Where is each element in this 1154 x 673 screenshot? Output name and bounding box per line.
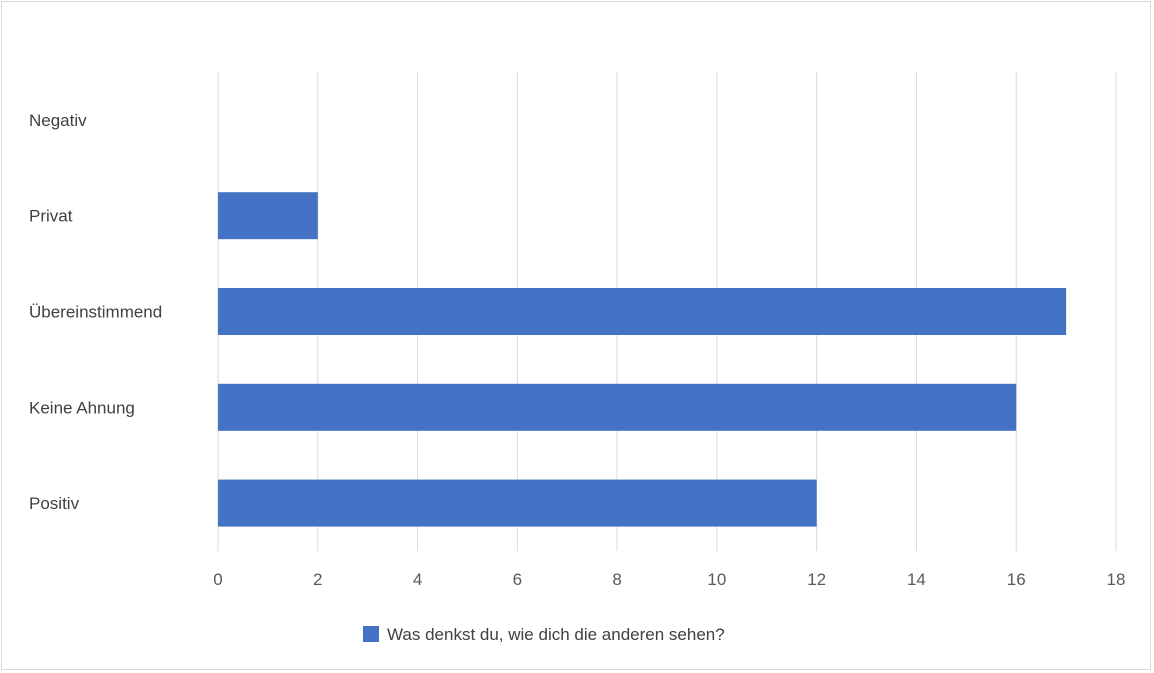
bars [218,192,1067,527]
x-tick-label-16: 16 [1007,570,1026,589]
bar-übereinstimmend [218,288,1067,335]
category-label-negativ: Negativ [29,111,87,130]
category-label-positiv: Positiv [29,494,80,513]
category-label-privat: Privat [29,207,73,226]
bar-positiv [218,479,817,527]
x-tick-label-18: 18 [1107,570,1126,589]
x-tick-label-14: 14 [907,570,926,589]
x-tick-label-4: 4 [413,570,422,589]
x-tick-label-12: 12 [807,570,826,589]
bar-keine-ahnung [218,383,1017,431]
x-tick-label-10: 10 [707,570,726,589]
x-axis-tick-labels: 0 2 4 6 8 10 12 14 16 18 [213,570,1125,589]
legend-label: Was denkst du, wie dich die anderen sehe… [387,625,725,644]
x-tick-label-2: 2 [313,570,322,589]
x-tick-label-6: 6 [513,570,522,589]
x-tick-label-0: 0 [213,570,222,589]
category-labels: Negativ Privat Übereinstimmend Keine Ahnung… [29,111,162,513]
category-label-keine-ahnung: Keine Ahnung [29,398,135,417]
x-tick-label-8: 8 [612,570,621,589]
category-label-übereinstimmend: Übereinstimmend [29,303,162,322]
legend: Was denkst du, wie dich die anderen sehe… [363,625,725,644]
legend-swatch [363,626,379,642]
bar-privat [218,192,318,240]
